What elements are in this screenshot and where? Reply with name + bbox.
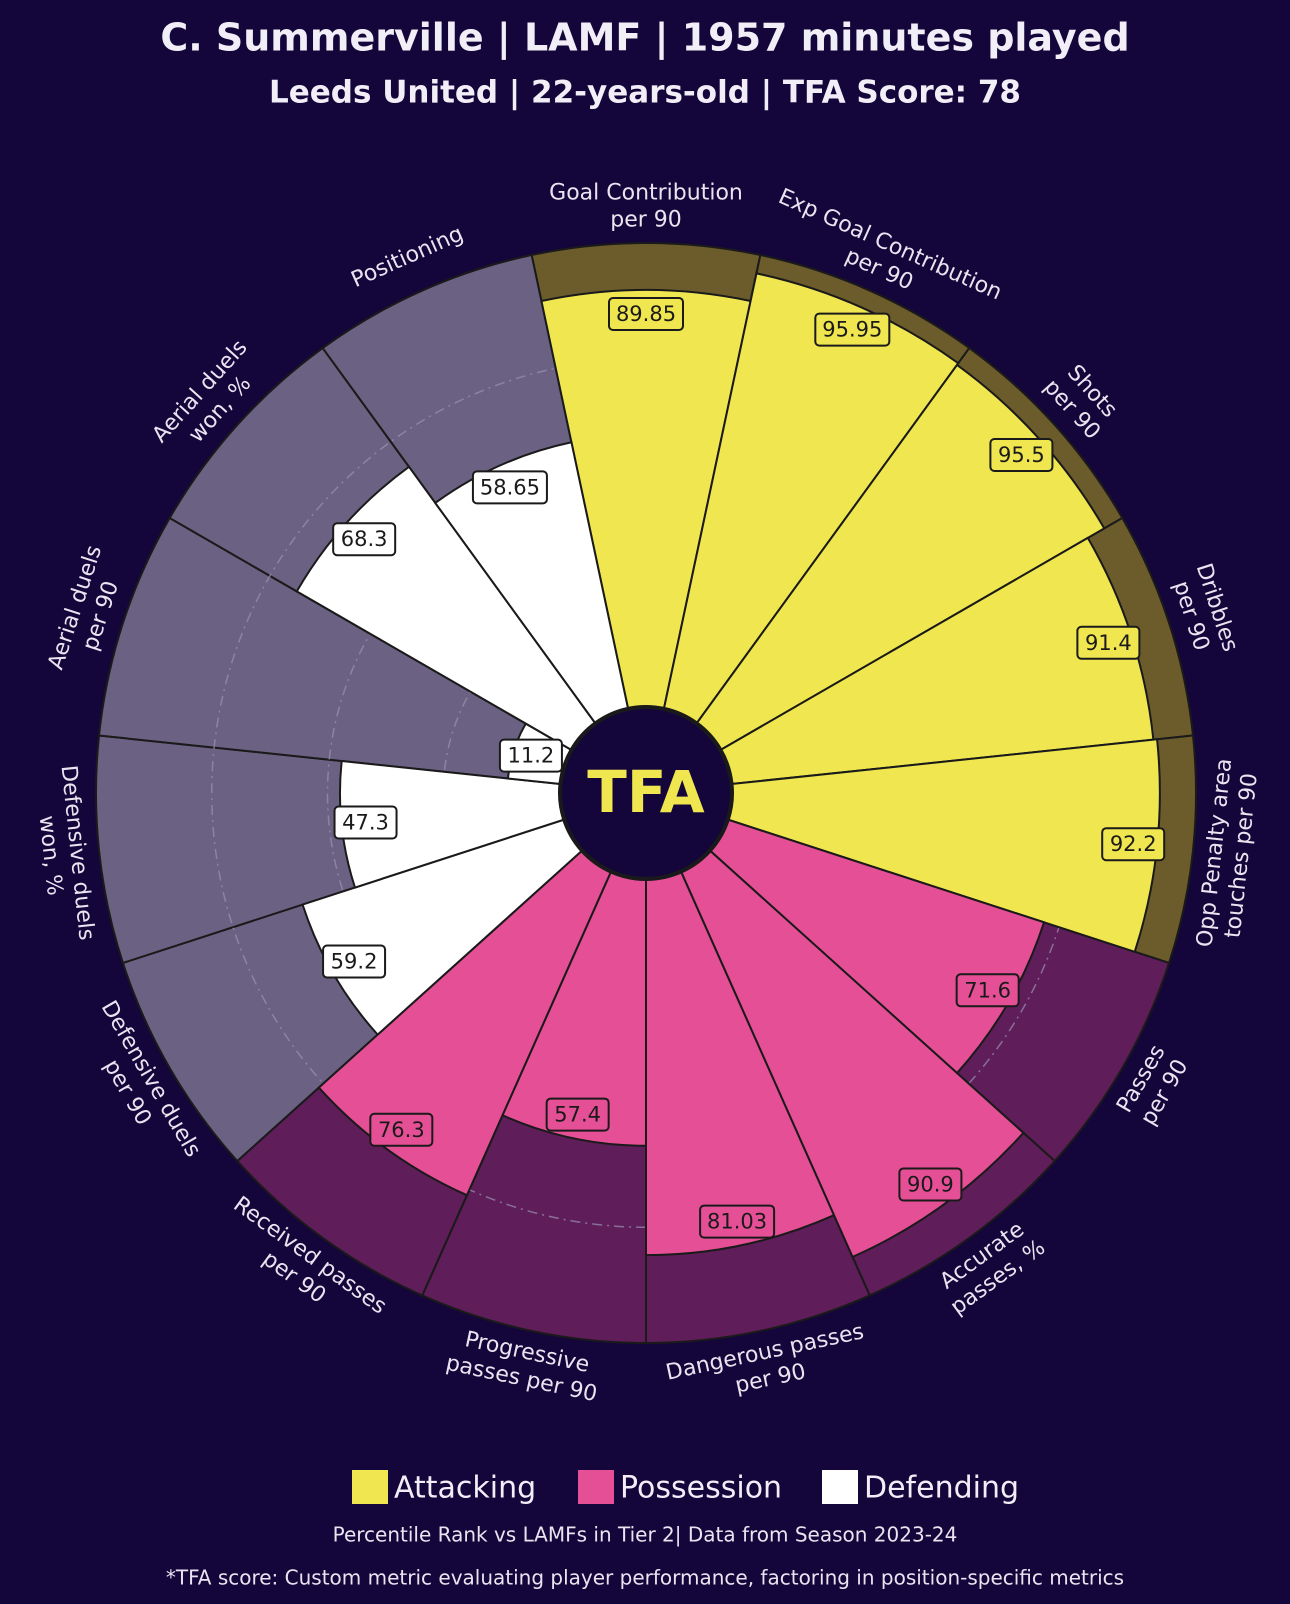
legend-label: Defending (864, 1471, 1019, 1506)
value-label: 47.3 (342, 810, 389, 834)
category-label: Opp Penalty areatouches per 90 (1193, 757, 1265, 951)
value-label: 91.4 (1085, 631, 1132, 655)
value-label: 58.65 (480, 475, 540, 499)
wedge (709, 818, 1046, 1075)
legend-swatch (822, 1470, 858, 1504)
value-label: 11.2 (508, 744, 555, 768)
wedge (301, 818, 583, 1037)
legend-swatch (352, 1470, 388, 1504)
note: *TFA score: Custom metric evaluating pla… (166, 1566, 1124, 1590)
wedge (501, 871, 647, 1147)
legend-label: Attacking (394, 1471, 536, 1506)
value-box (332, 522, 397, 557)
wedge (540, 288, 752, 710)
category-text: Defensive duelswon, % (29, 764, 99, 944)
wedge (645, 871, 836, 1257)
note: Percentile Rank vs LAMFs in Tier 2| Data… (333, 1523, 958, 1547)
value-label: 89.85 (616, 302, 676, 326)
value-box (1076, 625, 1141, 660)
logo-disc (560, 707, 732, 879)
legend-label: Possession (620, 1471, 782, 1506)
value-box (498, 738, 563, 773)
value-label: 90.9 (907, 1172, 954, 1196)
value-label: 71.6 (964, 978, 1011, 1002)
value-label: 76.3 (378, 1118, 425, 1142)
value-label: 81.03 (707, 1210, 767, 1234)
value-label: 95.5 (998, 443, 1045, 467)
value-label: 68.3 (341, 527, 388, 551)
legend-swatch (578, 1470, 614, 1504)
chart-title: C. Summerville | LAMF | 1957 minutes pla… (160, 16, 1129, 61)
category-text: Opp Penalty areatouches per 90 (1193, 757, 1265, 951)
value-label: 95.95 (822, 318, 882, 342)
category-label: Goal Contribution per 90 (549, 181, 743, 233)
value-box (955, 973, 1020, 1008)
category-label: Defensive duelswon, % (29, 764, 99, 944)
wedge (433, 441, 630, 725)
wedge (680, 849, 1025, 1259)
logo: TFA (587, 758, 705, 826)
value-box (608, 296, 684, 331)
value-box (471, 470, 548, 505)
value-box (699, 1204, 776, 1239)
wedge (339, 759, 565, 889)
value-box (1101, 827, 1166, 862)
chart-subtitle: Leeds United | 22-years-old | TFA Score:… (269, 75, 1021, 111)
value-box (322, 944, 387, 979)
value-box (545, 1097, 610, 1132)
value-box (369, 1112, 434, 1147)
value-box (814, 312, 891, 347)
wedge (317, 849, 612, 1197)
value-box (989, 437, 1054, 472)
value-label: 57.4 (554, 1103, 601, 1127)
wedge (719, 536, 1155, 786)
value-label: 92.2 (1110, 832, 1157, 856)
value-box (333, 805, 398, 840)
wedge (662, 272, 960, 725)
value-box (898, 1167, 963, 1202)
category-text: Goal Contribution per 90 (549, 181, 743, 233)
wedge (727, 738, 1161, 954)
value-label: 59.2 (331, 950, 378, 974)
